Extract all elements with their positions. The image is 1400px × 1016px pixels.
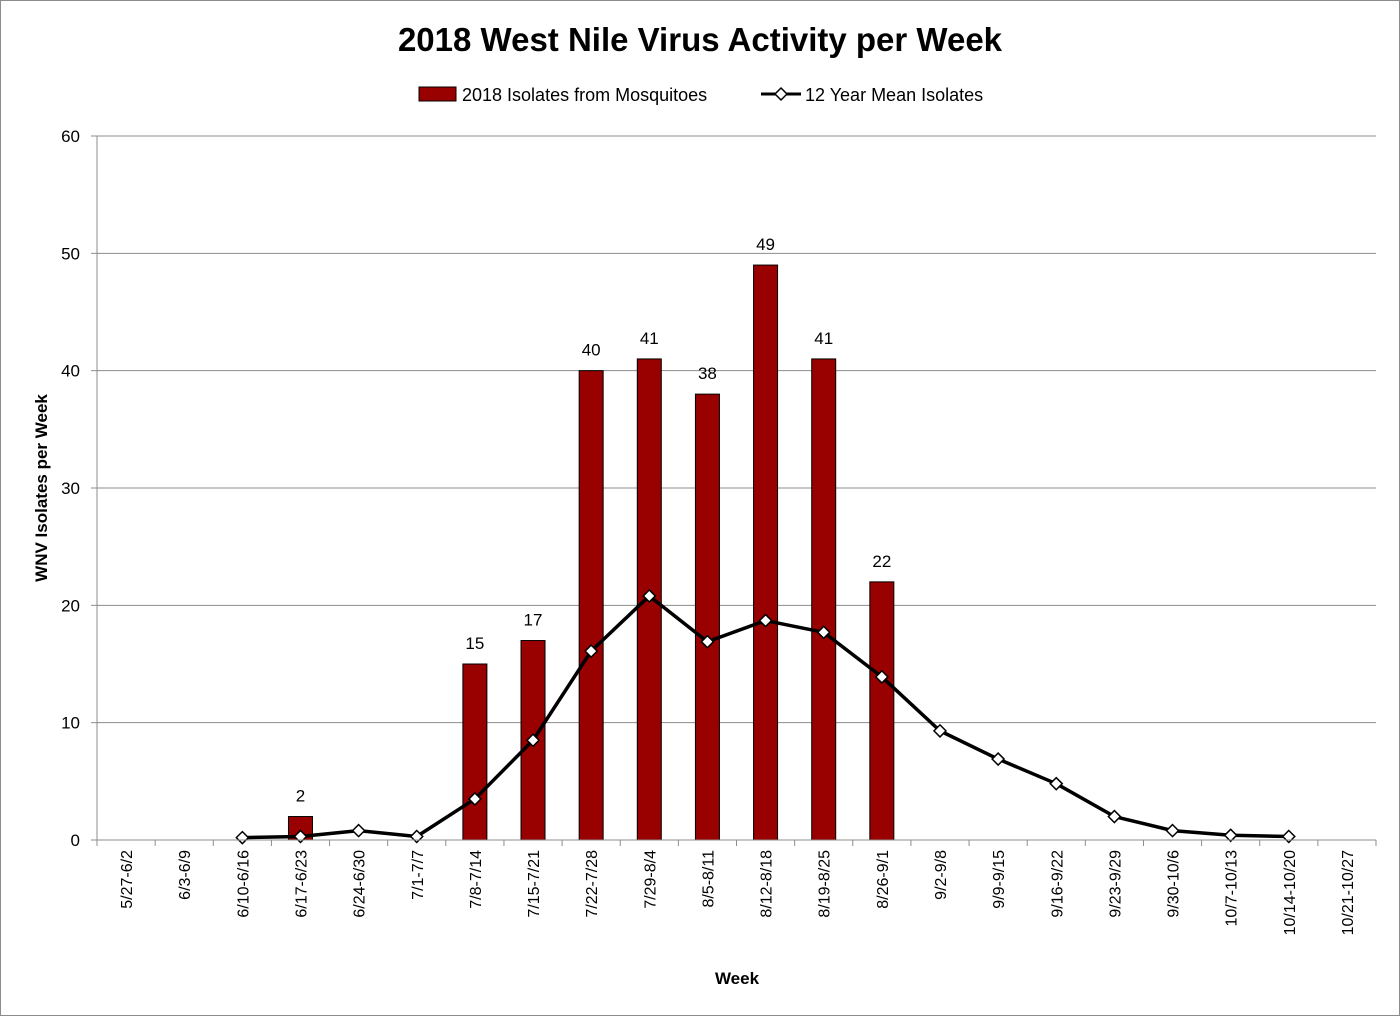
bar-data-labels: 2 15 17 40 41 38 49 41 22 xyxy=(296,235,892,805)
x-tick-label-10/7-10/13: 10/7-10/13 xyxy=(1224,850,1241,927)
x-tick-label-9/23-9/29: 9/23-9/29 xyxy=(1107,850,1124,918)
mean-point-8/19-8/25 xyxy=(816,625,831,640)
y-tick-label-50: 50 xyxy=(61,244,80,263)
legend-label-line: 12 Year Mean Isolates xyxy=(805,85,983,105)
mean-point-6/24-6/30 xyxy=(351,823,366,838)
x-tick-label-7/29-8/4: 7/29-8/4 xyxy=(642,850,659,909)
mean-point-7/15-7/21 xyxy=(525,733,541,748)
x-tick-label-6/17-6/23: 6/17-6/23 xyxy=(293,850,310,918)
x-tick-label-9/9-9/15: 9/9-9/15 xyxy=(991,850,1008,909)
mean-point-8/26-9/1 xyxy=(874,669,889,684)
legend-swatch-bars xyxy=(418,86,457,102)
mean-point-9/9-9/15 xyxy=(991,751,1006,767)
bar-label-8/12-8/18: 49 xyxy=(756,235,775,254)
mean-point-9/2-9/8 xyxy=(932,723,948,738)
bar-label-8/5-8/11: 38 xyxy=(698,364,717,383)
bar-label-8/26-9/1: 22 xyxy=(872,552,891,571)
x-axis-ticks: 5/27-6/2 6/3-6/9 6/10-6/16 6/17-6/23 6/24-6/… xyxy=(96,840,1377,936)
x-tick-label-7/8-7/14: 7/8-7/14 xyxy=(468,850,485,909)
mean-point-7/1-7/7 xyxy=(409,829,424,844)
bar-8/5-8/11 xyxy=(694,393,720,841)
mean-point-6/10-6/16 xyxy=(235,830,250,845)
mean-point-10/14-10/20 xyxy=(1281,829,1296,844)
bar-label-7/15-7/21: 17 xyxy=(524,611,543,630)
x-tick-label-8/5-8/11: 8/5-8/11 xyxy=(700,850,717,908)
legend-label-bars: 2018 Isolates from Mosquitoes xyxy=(462,85,707,105)
x-tick-label-6/24-6/30: 6/24-6/30 xyxy=(352,850,369,918)
mean-point-8/12-8/18 xyxy=(758,613,773,628)
bar-8/26-9/1 xyxy=(869,581,895,841)
y-tick-label-60: 60 xyxy=(61,127,80,146)
x-tick-label-9/16-9/22: 9/16-9/22 xyxy=(1049,850,1066,918)
mean-line-series xyxy=(235,588,1296,845)
y-tick-label-10: 10 xyxy=(61,714,80,733)
mean-point-9/30-10/6 xyxy=(1165,823,1180,838)
bar-label-7/22-7/28: 40 xyxy=(582,341,601,360)
x-tick-label-8/19-8/25: 8/19-8/25 xyxy=(817,850,834,918)
gridlines xyxy=(97,135,1376,724)
bar-label-8/19-8/25: 41 xyxy=(814,329,833,348)
x-tick-label-8/12-8/18: 8/12-8/18 xyxy=(759,850,776,918)
chart-title: 2018 West Nile Virus Activity per Week xyxy=(398,21,1003,58)
x-tick-label-9/30-10/6: 9/30-10/6 xyxy=(1166,850,1183,918)
x-tick-label-6/3-6/9: 6/3-6/9 xyxy=(177,850,194,900)
mean-point-6/17-6/23 xyxy=(293,829,308,844)
mean-point-7/8-7/14 xyxy=(467,791,482,806)
bar-8/19-8/25 xyxy=(811,358,837,841)
y-tick-label-0: 0 xyxy=(71,831,80,850)
y-tick-label-20: 20 xyxy=(61,596,80,615)
x-tick-label-9/2-9/8: 9/2-9/8 xyxy=(933,850,950,900)
bar-label-6/17-6/23: 2 xyxy=(296,787,305,806)
bar-series xyxy=(287,264,895,841)
mean-point-7/22-7/28 xyxy=(584,644,599,659)
bar-7/22-7/28 xyxy=(578,370,604,841)
bar-label-7/29-8/4: 41 xyxy=(640,329,659,348)
x-tick-label-7/1-7/7: 7/1-7/7 xyxy=(410,850,427,900)
y-axis-ticks: 0 10 20 30 40 50 60 xyxy=(61,127,97,850)
y-tick-label-40: 40 xyxy=(61,362,80,381)
legend: 2018 Isolates from Mosquitoes 12 Year Me… xyxy=(418,85,983,105)
x-tick-label-5/27-6/2: 5/27-6/2 xyxy=(119,850,136,909)
mean-point-9/16-9/22 xyxy=(1049,776,1064,791)
x-axis-title: Week xyxy=(715,969,760,988)
x-tick-label-8/26-9/1: 8/26-9/1 xyxy=(875,850,892,909)
x-tick-label-7/15-7/21: 7/15-7/21 xyxy=(526,850,543,918)
mean-point-7/29-8/4 xyxy=(642,588,657,604)
mean-point-8/5-8/11 xyxy=(700,634,715,649)
x-tick-label-10/14-10/20: 10/14-10/20 xyxy=(1282,850,1299,936)
x-tick-label-6/10-6/16: 6/10-6/16 xyxy=(235,850,252,918)
legend-swatch-marker xyxy=(773,86,789,102)
bar-label-7/8-7/14: 15 xyxy=(465,634,484,653)
mean-point-10/7-10/13 xyxy=(1223,828,1238,843)
x-tick-label-7/22-7/28: 7/22-7/28 xyxy=(584,850,601,918)
x-tick-label-10/21-10/27: 10/21-10/27 xyxy=(1340,850,1357,936)
y-tick-label-30: 30 xyxy=(61,479,80,498)
bar-7/8-7/14 xyxy=(462,663,488,841)
bar-8/12-8/18 xyxy=(753,264,779,841)
y-axis-title: WNV Isolates per Week xyxy=(32,394,51,582)
mean-point-9/23-9/29 xyxy=(1107,809,1122,824)
